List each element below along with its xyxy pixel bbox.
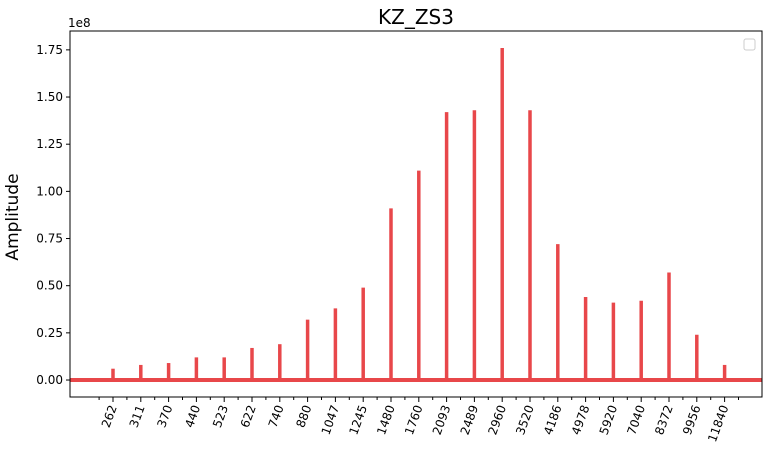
x-tick-label: 1245 (346, 403, 370, 436)
x-tick-label: 2960 (485, 403, 509, 436)
y-tick-label: 1.75 (36, 43, 63, 57)
x-tick-label: 440 (182, 403, 203, 429)
y-tick-label: 1.00 (36, 184, 63, 198)
y-tick-label: 0.25 (36, 326, 63, 340)
x-tick-label: 311 (127, 403, 148, 429)
series-layer (70, 47, 762, 383)
x-tick-label: 523 (210, 403, 231, 429)
x-tick-label: 3520 (513, 403, 537, 436)
y-tick-label: 0.75 (36, 232, 63, 246)
y-axis: 0.00 0.25 0.50 0.75 1.00 1.25 1.50 1.75 (36, 43, 70, 387)
x-tick-label: 4978 (569, 403, 593, 436)
x-tick-label: 1760 (402, 403, 426, 436)
y-tick-label: 0.00 (36, 373, 63, 387)
x-tick-label: 8372 (652, 403, 676, 436)
y-tick-label: 0.50 (36, 279, 63, 293)
y-axis-offset-label: 1e8 (68, 16, 91, 30)
x-tick-label: 880 (293, 403, 314, 429)
x-tick-label: 1480 (374, 403, 398, 436)
x-tick-label: 262 (99, 403, 120, 429)
y-tick-label: 1.50 (36, 90, 63, 104)
chart-title: KZ_ZS3 (378, 5, 454, 29)
x-tick-label: 9956 (680, 403, 704, 436)
y-tick-label: 1.25 (36, 137, 63, 151)
legend-box (743, 38, 756, 51)
x-tick-label: 11840 (705, 403, 731, 444)
x-axis: 262 311 370 440 523 622 740 880 1047 1245 1480 1760… (98, 397, 739, 444)
x-tick-label: 2489 (458, 403, 482, 436)
x-tick-label: 740 (266, 403, 287, 429)
x-tick-label: 1047 (319, 403, 343, 436)
plot-frame (69, 30, 763, 398)
x-tick-label: 5920 (597, 403, 621, 436)
x-tick-label: 2093 (430, 403, 454, 436)
y-axis-label: Amplitude (3, 173, 23, 260)
x-tick-label: 7040 (624, 403, 648, 436)
x-tick-label: 370 (154, 403, 175, 429)
x-tick-label: 4186 (541, 403, 565, 436)
x-tick-label: 622 (238, 403, 259, 429)
